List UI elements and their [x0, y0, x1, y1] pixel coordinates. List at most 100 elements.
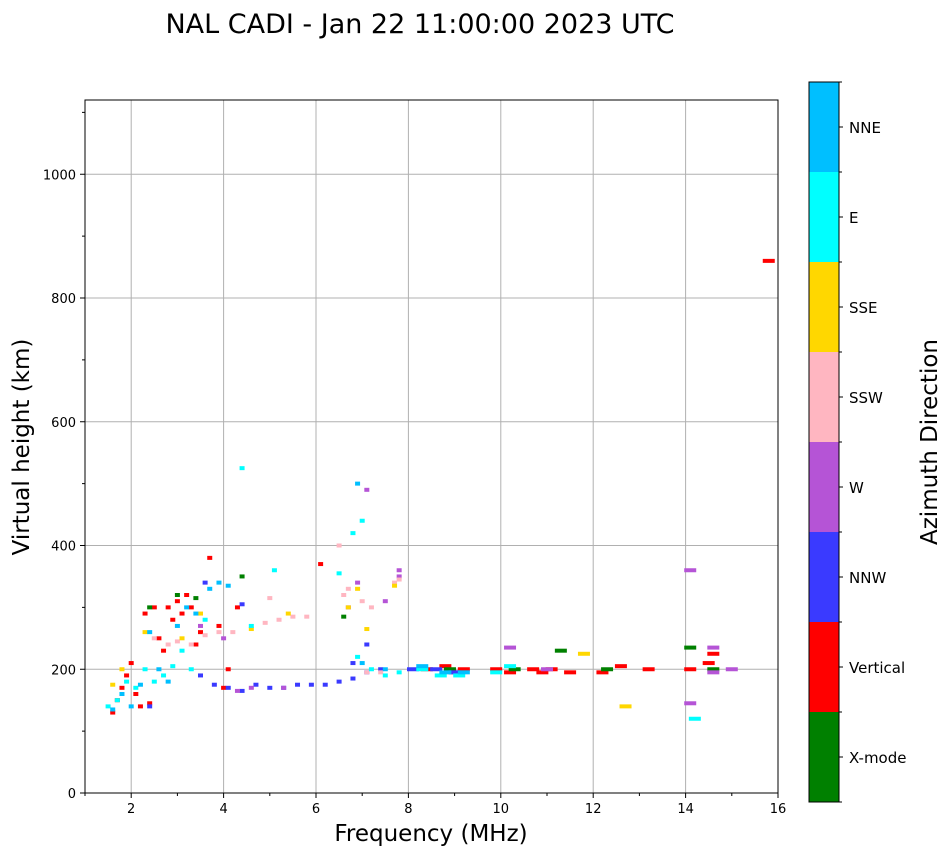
- echo-point-sse: [577, 651, 590, 656]
- echo-point-sse: [285, 611, 291, 616]
- echo-point-vertical: [221, 685, 227, 690]
- echo-point-nne: [137, 682, 143, 687]
- echo-point-x-mode: [239, 574, 245, 579]
- echo-point-sse: [364, 627, 370, 632]
- echo-point-sse: [619, 704, 632, 709]
- echo-point-ssw: [165, 642, 171, 647]
- y-axis-ticks: 0 200 400 600 800 1000: [43, 111, 85, 802]
- echo-point-e: [179, 648, 185, 653]
- echo-point-ssw: [304, 614, 310, 619]
- echo-point-nnw: [225, 685, 231, 690]
- data-marks: [105, 258, 775, 721]
- echo-point-e: [336, 571, 342, 576]
- echo-point-nnw: [198, 673, 203, 678]
- echo-point-e: [416, 667, 429, 672]
- echo-point-nnw: [211, 682, 217, 687]
- colorbar-segment-x-mode: [809, 712, 839, 802]
- echo-point-vertical: [216, 623, 222, 628]
- echo-point-vertical: [137, 704, 143, 709]
- echo-point-nne: [128, 704, 134, 709]
- echo-point-nnw: [239, 602, 245, 607]
- colorbar-segment-e: [809, 172, 839, 262]
- echo-point-nne: [174, 623, 180, 628]
- colorbar-tick-label: SSW: [849, 389, 883, 407]
- echo-point-x-mode: [684, 645, 697, 650]
- echo-point-vertical: [170, 617, 176, 622]
- echo-point-ssw: [267, 596, 273, 601]
- y-tick-label: 400: [51, 540, 76, 555]
- echo-point-x-mode: [707, 667, 720, 672]
- echo-point-nne: [165, 679, 171, 684]
- y-tick-label: 600: [51, 416, 76, 431]
- y-tick-label: 800: [51, 292, 76, 307]
- echo-point-nne: [147, 630, 153, 635]
- echo-point-w: [198, 623, 203, 628]
- echo-point-nnw: [448, 670, 461, 675]
- echo-point-nne: [457, 670, 470, 675]
- echo-point-w: [364, 487, 370, 492]
- echo-point-ssw: [364, 670, 370, 675]
- echo-point-x-mode: [508, 667, 521, 672]
- echo-point-vertical: [536, 670, 549, 675]
- echo-point-e: [271, 568, 277, 573]
- y-tick-label: 200: [51, 663, 76, 678]
- echo-point-e: [368, 667, 374, 672]
- echo-point-e: [170, 664, 176, 669]
- echo-point-ssw: [174, 639, 180, 644]
- echo-point-vertical: [156, 636, 162, 641]
- colorbar-tick-label: X-mode: [849, 749, 906, 767]
- echo-point-vertical: [684, 667, 697, 672]
- echo-point-x-mode: [341, 614, 347, 619]
- echo-point-ssw: [262, 620, 268, 625]
- echo-point-e: [355, 654, 361, 659]
- echo-point-nnw: [407, 667, 420, 672]
- echo-point-nnw: [364, 642, 370, 647]
- echo-point-vertical: [207, 555, 213, 560]
- echo-point-nnw: [430, 667, 443, 672]
- colorbar-segment-nne: [809, 82, 839, 172]
- echo-point-vertical: [198, 630, 203, 635]
- echo-point-vertical: [161, 648, 167, 653]
- echo-point-nnw: [239, 688, 245, 693]
- echo-point-nne: [382, 667, 388, 672]
- colorbar-label: Azimuth Direction: [917, 339, 943, 545]
- echo-point-x-mode: [601, 667, 614, 672]
- chart-title: NAL CADI - Jan 22 11:00:00 2023 UTC: [165, 9, 674, 40]
- echo-point-vertical: [193, 642, 199, 647]
- echo-point-ssw: [345, 586, 351, 591]
- echo-point-vertical: [179, 611, 185, 616]
- echo-point-nnw: [147, 704, 153, 709]
- echo-point-w: [396, 568, 402, 573]
- echo-point-vertical: [188, 605, 194, 610]
- echo-point-vertical: [318, 562, 324, 567]
- echo-point-e: [114, 698, 120, 703]
- colorbar-segment-w: [809, 442, 839, 532]
- echo-point-e: [382, 673, 388, 678]
- echo-point-e: [434, 673, 447, 678]
- echo-point-vertical: [133, 692, 139, 696]
- echo-point-nnw: [202, 580, 208, 585]
- echo-point-nnw: [253, 682, 259, 687]
- echo-point-vertical: [490, 667, 503, 672]
- echo-point-ssw: [290, 614, 296, 619]
- echo-point-w: [396, 574, 402, 579]
- echo-point-ssw: [359, 599, 365, 604]
- echo-point-sse: [392, 583, 398, 588]
- colorbar-frame: [808, 81, 840, 803]
- echo-point-sse: [142, 630, 148, 635]
- echo-point-w: [504, 645, 517, 650]
- echo-point-vertical: [642, 667, 655, 672]
- echo-point-e: [202, 617, 208, 622]
- echo-point-w: [684, 701, 697, 706]
- echo-point-vertical: [110, 710, 116, 715]
- echo-point-ssw: [392, 580, 398, 585]
- grid-lines: [85, 100, 779, 794]
- echo-point-e: [239, 466, 245, 471]
- echo-point-e: [688, 716, 701, 721]
- echo-point-nnw: [267, 685, 273, 690]
- echo-point-nne: [110, 707, 116, 712]
- echo-point-e: [490, 670, 503, 675]
- echo-point-vertical: [128, 661, 134, 666]
- echo-point-nnw: [295, 682, 301, 687]
